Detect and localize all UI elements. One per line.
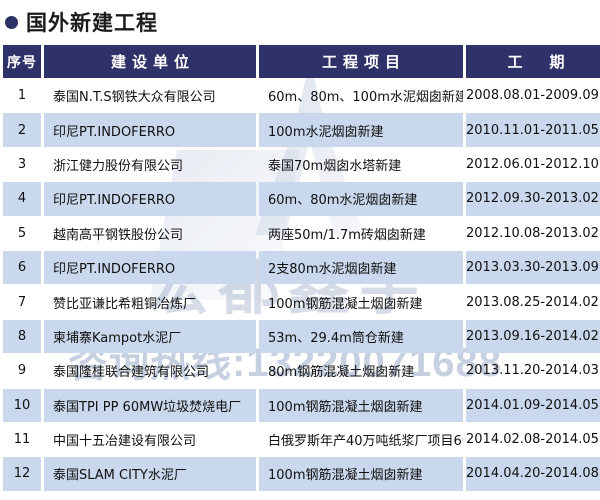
cell-proj: 80m钢筋混凝土烟囱新建 — [268, 365, 415, 381]
table-row[interactable]: 5 越南高平钢铁股份公司 两座50m/1.7m砖烟囱新建 2012.10.08-201… — [3, 217, 600, 250]
cell-period: 2013.03.30-2013.09.30 — [466, 250, 600, 285]
table-row[interactable]: 6 印尼PT.INDOFERRO 2支80m水泥烟囱新建 2013.03.30-201… — [3, 250, 600, 285]
column-header-proj[interactable]: 工程项目 — [259, 45, 463, 78]
table-body: 1 泰国N.T.S钢铁大众有限公司 60m、80m、100m水泥烟囱新建 2008.0… — [3, 79, 600, 491]
cell-period: 2008.08.01-2009.09.10 — [466, 88, 600, 104]
cell-proj: 100m钢筋混凝土烟囱新建 — [268, 296, 423, 312]
cell-unit: 泰国TPI PP 60MW垃圾焚烧电厂 — [44, 388, 256, 422]
cell-proj: 泰国70m烟囱水塔新建 — [268, 158, 402, 174]
table-header-row: 序号 建设单位 工程项目 工 期 — [3, 45, 600, 78]
page-title-label: 国外新建工程 — [26, 11, 158, 35]
cell-period: 2014.04.20-2014.08.10 — [466, 457, 600, 491]
cell-proj: 100m水泥烟囱新建 — [259, 113, 463, 147]
table-scroll-area[interactable]: 序号 建设单位 工程项目 工 期 1 泰国N.T.S钢铁大众有限公司 60m、80m… — [0, 44, 600, 500]
cell-unit: 越南高平钢铁股份公司 — [53, 227, 184, 243]
bullet-icon — [5, 15, 18, 29]
cell-no: 10 — [3, 388, 41, 422]
cell-no: 5 — [17, 225, 27, 241]
cell-period: 2013.09.16-2014.02.15 — [466, 319, 600, 354]
page-title: 国外新建工程 — [0, 0, 600, 44]
cell-proj: 100m钢筋混凝土烟囱新建 — [259, 457, 463, 491]
cell-proj: 2支80m水泥烟囱新建 — [259, 250, 463, 285]
cell-unit: 赞比亚谦比希粗铜冶炼厂 — [53, 296, 197, 312]
table-row[interactable]: 8 柬埔寨Kampot水泥厂 53m、29.4m筒仓新建 2013.09.16-201… — [3, 319, 600, 354]
cell-no: 12 — [3, 457, 41, 491]
cell-no: 11 — [13, 432, 31, 448]
cell-unit: 柬埔寨Kampot水泥厂 — [44, 319, 256, 354]
cell-no: 2 — [3, 113, 41, 147]
cell-unit: 泰国SLAM CITY水泥厂 — [44, 457, 256, 491]
cell-unit: 浙江健力股份有限公司 — [53, 158, 184, 174]
cell-proj: 两座50m/1.7m砖烟囱新建 — [268, 227, 426, 243]
cell-proj: 100m钢筋混凝土烟囱新建 — [259, 388, 463, 422]
cell-period: 2014.02.08-2014.05.28 — [466, 432, 600, 448]
table-row[interactable]: 7 赞比亚谦比希粗铜冶炼厂 100m钢筋混凝土烟囱新建 2013.08.25-2014… — [3, 285, 600, 318]
cell-unit: 印尼PT.INDOFERRO — [44, 113, 256, 147]
cell-no: 9 — [17, 363, 27, 379]
column-header-unit[interactable]: 建设单位 — [44, 45, 256, 78]
cell-no: 6 — [3, 250, 41, 285]
cell-unit: 印尼PT.INDOFERRO — [44, 250, 256, 285]
projects-table: 序号 建设单位 工程项目 工 期 1 泰国N.T.S钢铁大众有限公司 60m、80m… — [0, 44, 600, 492]
cell-no: 3 — [17, 156, 27, 172]
column-header-period[interactable]: 工 期 — [466, 45, 600, 78]
cell-period: 2012.06.01-2012.10.30 — [466, 156, 600, 172]
table-row[interactable]: 12 泰国SLAM CITY水泥厂 100m钢筋混凝土烟囱新建 2014.04.20-… — [3, 457, 600, 491]
cell-proj: 53m、29.4m筒仓新建 — [259, 319, 463, 354]
table-row[interactable]: 11 中国十五冶建设有限公司 白俄罗斯年产40万吨纸浆厂项目60m烟囱新建2014.… — [3, 423, 600, 456]
table-row[interactable]: 1 泰国N.T.S钢铁大众有限公司 60m、80m、100m水泥烟囱新建 2008.0… — [3, 79, 600, 112]
cell-unit: 印尼PT.INDOFERRO — [44, 182, 256, 216]
cell-proj: 白俄罗斯年产40万吨纸浆厂项目60m烟囱新建 — [268, 434, 463, 450]
cell-proj: 60m、80m水泥烟囱新建 — [259, 182, 463, 216]
table-row[interactable]: 4 印尼PT.INDOFERRO 60m、80m水泥烟囱新建 2012.09.30-2… — [3, 182, 600, 216]
cell-period: 2012.09.30-2013.02.20 — [466, 182, 600, 216]
cell-period: 2013.08.25-2014.02.05 — [466, 294, 600, 310]
cell-unit: 中国十五冶建设有限公司 — [53, 434, 197, 450]
cell-period: 2013.11.20-2014.03.20 — [466, 363, 600, 379]
column-header-no[interactable]: 序号 — [3, 45, 41, 78]
cell-period: 2012.10.08-2013.02.19 — [466, 225, 600, 241]
cell-unit: 泰国N.T.S钢铁大众有限公司 — [53, 90, 216, 106]
cell-no: 4 — [3, 182, 41, 216]
table-row[interactable]: 2 印尼PT.INDOFERRO 100m水泥烟囱新建 2010.11.01-2011… — [3, 113, 600, 147]
table-row[interactable]: 9 泰国隆桂联合建筑有限公司 80m钢筋混凝土烟囱新建 2013.11.20-2014… — [3, 354, 600, 387]
cell-proj: 60m、80m、100m水泥烟囱新建 — [268, 90, 463, 106]
table-row[interactable]: 10 泰国TPI PP 60MW垃圾焚烧电厂 100m钢筋混凝土烟囱新建 2014.0… — [3, 388, 600, 422]
cell-period: 2010.11.01-2011.05.20 — [466, 113, 600, 147]
cell-unit: 泰国隆桂联合建筑有限公司 — [53, 365, 210, 381]
table-header: 序号 建设单位 工程项目 工 期 — [3, 45, 600, 78]
table-row[interactable]: 3 浙江健力股份有限公司 泰国70m烟囱水塔新建 2012.06.01-2012.10… — [3, 148, 600, 181]
cell-no: 8 — [3, 319, 41, 354]
cell-no: 1 — [17, 88, 27, 104]
cell-period: 2014.01.09-2014.05.08 — [466, 388, 600, 422]
cell-no: 7 — [17, 294, 27, 310]
